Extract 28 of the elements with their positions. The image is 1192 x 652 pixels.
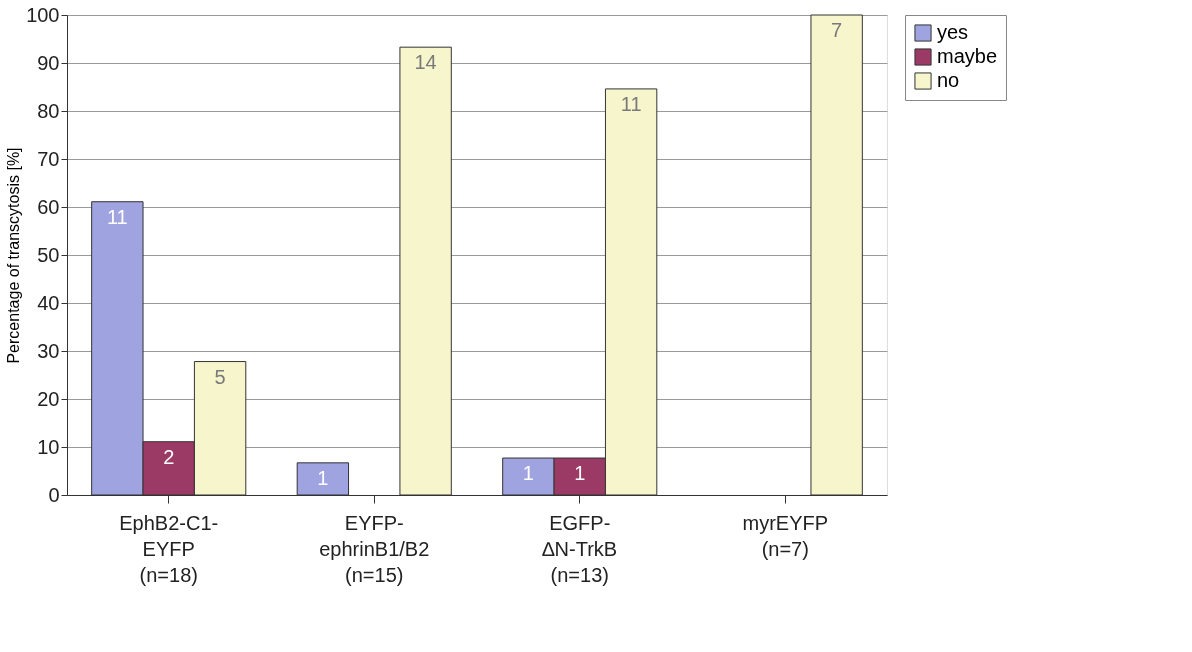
annotation: 2 (163, 445, 175, 468)
annotation: 5 (214, 365, 226, 388)
legend-label: yes (937, 21, 969, 43)
y-tick-label: 40 (37, 291, 60, 314)
y-tick-label: 100 (26, 3, 60, 26)
legend-label: maybe (937, 45, 998, 67)
y-tick-label: 70 (37, 147, 60, 170)
y-tick-label: 30 (37, 339, 60, 362)
annotation: 11 (620, 92, 642, 115)
annotation: 11 (106, 205, 128, 228)
y-tick-label: 10 (37, 435, 60, 458)
x-tick-label: EGFP- ∆N-TrkB (n=13) (542, 511, 618, 586)
x-tick-label: myrEYFP (n=7) (742, 511, 829, 560)
y-axis-title: Percentage of transcytosis [%] (5, 147, 23, 364)
annotation: 1 (522, 462, 534, 485)
y-tick-label: 90 (37, 51, 60, 74)
annotation: 1 (574, 462, 586, 485)
annotation: 1 (317, 466, 329, 489)
annotation: 14 (414, 51, 437, 74)
annotation: 7 (831, 19, 843, 41)
legend-label: no (937, 69, 960, 91)
y-tick-label: 60 (37, 195, 60, 218)
y-tick-label: 0 (48, 483, 60, 506)
y-tick-label: 20 (37, 387, 60, 410)
x-tick-label: EphB2-C1- EYFP (n=18) (119, 511, 219, 586)
y-tick-label: 80 (37, 99, 60, 122)
y-tick-label: 50 (37, 243, 60, 266)
x-tick-label: EYFP- ephrinB1/B2 (n=15) (319, 511, 430, 586)
